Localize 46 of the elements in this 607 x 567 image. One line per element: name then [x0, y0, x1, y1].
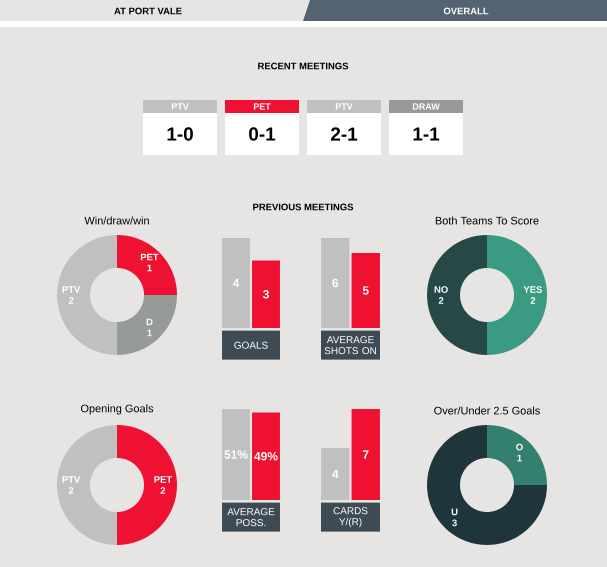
data-label: 49%	[254, 452, 278, 460]
slice-label: D	[146, 318, 152, 326]
slice-label: PET	[140, 254, 159, 260]
category-label: PTV	[172, 103, 189, 110]
text: 1-0	[168, 127, 193, 141]
text: OVERALL	[444, 8, 488, 14]
x-axis-title: AVERAGE POSS.	[227, 508, 274, 526]
data-label: 1	[147, 330, 152, 336]
data-label: 2	[68, 487, 74, 494]
data-label: 1	[147, 264, 152, 272]
data-label: 5	[362, 286, 369, 295]
chart-title: Opening Goals	[80, 404, 154, 414]
chart-title: Win/draw/win	[84, 216, 149, 224]
text: 1-1	[414, 127, 440, 140]
text: 2-1	[330, 127, 358, 141]
chart-title: Over/Under 2.5 Goals	[434, 406, 540, 414]
data-label: 2	[438, 297, 444, 304]
slice-label: PTV	[62, 286, 80, 293]
text: PREVIOUS MEETINGS	[253, 204, 354, 210]
slice-label: O	[516, 444, 523, 450]
data-label: 4	[332, 470, 339, 478]
data-label: 51%	[224, 450, 248, 459]
slice-label: U	[452, 508, 458, 516]
category-label: DRAW	[412, 103, 440, 110]
slice-label: PTV	[62, 476, 80, 483]
data-label: 7	[362, 450, 369, 459]
chart-title: Both Teams To Score	[436, 216, 539, 224]
x-axis-title: GOALS	[234, 342, 268, 349]
data-label: 3	[262, 290, 269, 298]
slice-label: YES	[524, 286, 542, 293]
slice-label: NO	[434, 286, 448, 293]
data-label: 2	[68, 297, 74, 304]
x-axis-title: AVERAGE SHOTS ON	[324, 336, 376, 354]
data-label: 1	[517, 454, 522, 462]
slice-label: PET	[154, 476, 172, 483]
data-label: 3	[452, 520, 457, 526]
data-label: 4	[232, 278, 240, 288]
text: RECENT MEETINGS	[258, 62, 348, 70]
text: 0-1	[249, 127, 276, 141]
data-label: 2	[530, 297, 536, 304]
data-label: 6	[332, 278, 338, 288]
category-label: PTV	[336, 103, 353, 110]
data-label: 2	[160, 487, 166, 494]
x-axis-title: CARDS Y/(R)	[334, 507, 368, 528]
category-label: PET	[254, 103, 271, 110]
text: AT PORT VALE	[114, 8, 182, 14]
